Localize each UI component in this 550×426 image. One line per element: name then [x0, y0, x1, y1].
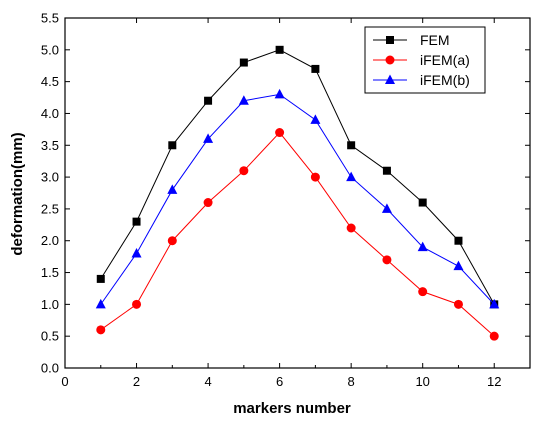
x-tick-label: 0	[61, 374, 68, 389]
data-point	[203, 133, 214, 143]
data-point	[239, 58, 248, 67]
y-tick-label: 3.5	[41, 138, 59, 153]
data-point	[381, 203, 392, 213]
legend-marker	[385, 55, 395, 65]
data-point	[382, 166, 391, 175]
data-point	[167, 184, 178, 194]
data-point	[418, 287, 428, 297]
y-tick-label: 4.0	[41, 106, 59, 121]
data-point	[96, 325, 106, 335]
series-line	[100, 93, 495, 305]
legend-item: iFEM(b)	[373, 72, 470, 88]
data-point	[454, 236, 463, 245]
y-tick-label: 0.0	[41, 361, 59, 376]
series-line	[100, 49, 495, 305]
legend-label: iFEM(b)	[420, 72, 470, 88]
series-fem	[96, 45, 499, 309]
data-point	[167, 236, 177, 246]
data-point	[346, 171, 357, 182]
data-point	[275, 45, 284, 54]
data-point	[203, 198, 213, 208]
data-point	[204, 96, 213, 105]
y-tick-label: 2.0	[41, 233, 59, 248]
series-ifem-b-	[95, 88, 500, 309]
plot-frame	[64, 17, 531, 369]
y-tick-label: 3.0	[41, 170, 59, 185]
x-tick-label: 4	[204, 374, 211, 389]
data-point	[168, 141, 177, 150]
y-axis-title: deformation(mm)	[9, 132, 26, 255]
data-point	[238, 95, 249, 105]
x-tick-label: 8	[348, 374, 355, 389]
data-point	[489, 298, 500, 309]
legend-label: FEM	[420, 32, 450, 48]
x-tick-label: 12	[487, 374, 501, 389]
legend: FEM iFEM(a) iFEM(b)	[364, 26, 486, 94]
y-tick-label: 2.5	[41, 201, 59, 216]
data-point	[310, 114, 321, 124]
data-point	[382, 255, 392, 265]
x-axis-title: markers number	[233, 400, 351, 417]
data-point	[131, 247, 142, 258]
data-point	[275, 128, 285, 138]
y-tick-label: 1.0	[41, 297, 59, 312]
y-tick-label: 5.5	[41, 11, 59, 26]
legend-marker	[386, 36, 394, 44]
legend-label: iFEM(a)	[420, 52, 470, 68]
series-ifem-a-	[96, 128, 499, 341]
series-line	[100, 131, 495, 337]
data-point	[274, 88, 285, 99]
data-point	[453, 299, 463, 309]
data-point	[418, 198, 427, 207]
data-point	[489, 331, 499, 341]
data-point	[417, 241, 428, 252]
data-point	[95, 298, 106, 309]
data-point	[310, 172, 320, 182]
data-point	[132, 299, 142, 309]
data-point	[311, 64, 320, 73]
data-point	[96, 274, 105, 283]
legend-item: FEM	[373, 32, 450, 48]
data-point	[239, 166, 249, 176]
y-tick-label: 1.5	[41, 265, 59, 280]
y-tick-label: 5.0	[41, 42, 59, 57]
x-tick-label: 10	[415, 374, 429, 389]
plot-area: 0 2 4 6 8 10 12 0.0 0.5 1.0 1.5 2.0 2.5 3.0 3.5 4.0 4.5 5…	[41, 11, 531, 389]
y-tick-label: 0.5	[41, 329, 59, 344]
y-tick-label: 4.5	[41, 74, 59, 89]
data-point	[347, 141, 356, 150]
data-point	[453, 260, 464, 271]
x-tick-label: 2	[133, 374, 140, 389]
legend-marker	[385, 74, 395, 84]
x-tick-label: 6	[276, 374, 283, 389]
data-point	[132, 217, 141, 226]
data-point	[346, 223, 356, 233]
legend-item: iFEM(a)	[373, 52, 470, 68]
